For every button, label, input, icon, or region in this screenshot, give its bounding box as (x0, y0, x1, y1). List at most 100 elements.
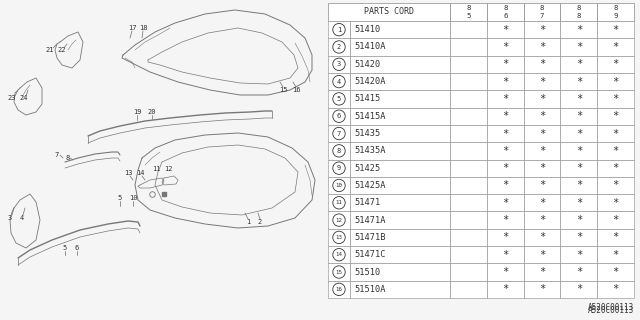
Text: *: * (539, 267, 545, 277)
Text: A520C00113: A520C00113 (588, 306, 634, 315)
Circle shape (333, 145, 345, 157)
Bar (597, 38, 634, 56)
Text: 17: 17 (128, 25, 136, 31)
Text: *: * (575, 42, 582, 52)
Text: *: * (539, 111, 545, 121)
Text: *: * (575, 232, 582, 243)
Bar (328, 281, 350, 298)
Bar (561, 229, 597, 246)
Circle shape (333, 41, 345, 53)
Bar (487, 21, 524, 38)
Text: *: * (575, 284, 582, 294)
Bar (597, 246, 634, 263)
Circle shape (333, 110, 345, 123)
Circle shape (333, 266, 345, 278)
Bar (328, 159, 350, 177)
Text: *: * (539, 59, 545, 69)
Text: *: * (539, 250, 545, 260)
Text: *: * (575, 59, 582, 69)
Bar (450, 90, 487, 108)
Bar (597, 194, 634, 212)
Text: *: * (502, 25, 508, 35)
Bar (561, 263, 597, 281)
Text: 23: 23 (8, 95, 16, 101)
Text: 9: 9 (613, 13, 618, 19)
Text: PARTS CORD: PARTS CORD (364, 7, 414, 17)
Text: 7: 7 (540, 13, 544, 19)
Text: *: * (612, 129, 619, 139)
Bar (597, 125, 634, 142)
Bar (561, 38, 597, 56)
Bar (350, 212, 450, 229)
Text: *: * (575, 180, 582, 190)
Bar (561, 73, 597, 90)
Bar (350, 21, 450, 38)
Bar (350, 142, 450, 159)
Text: 10: 10 (335, 183, 342, 188)
Text: 51471B: 51471B (354, 233, 385, 242)
Text: 11: 11 (335, 200, 342, 205)
Text: *: * (612, 232, 619, 243)
Bar (450, 246, 487, 263)
Text: 51420A: 51420A (354, 77, 385, 86)
Text: *: * (612, 25, 619, 35)
Circle shape (333, 58, 345, 70)
Text: 20: 20 (148, 109, 156, 115)
Bar (350, 38, 450, 56)
Bar (328, 38, 350, 56)
Text: 16: 16 (292, 87, 300, 93)
Bar (597, 90, 634, 108)
Bar (450, 177, 487, 194)
Text: 15: 15 (335, 269, 342, 275)
Text: *: * (539, 129, 545, 139)
Bar (524, 263, 561, 281)
Text: 51510A: 51510A (354, 285, 385, 294)
Text: *: * (539, 146, 545, 156)
Bar (561, 56, 597, 73)
Text: *: * (539, 94, 545, 104)
Text: 2: 2 (258, 219, 262, 225)
Bar (487, 3, 524, 21)
Bar (450, 108, 487, 125)
Text: *: * (612, 180, 619, 190)
Text: 51471A: 51471A (354, 216, 385, 225)
Bar (524, 125, 561, 142)
Bar (350, 159, 450, 177)
Text: *: * (502, 250, 508, 260)
Bar (561, 246, 597, 263)
Text: *: * (612, 42, 619, 52)
Bar (450, 142, 487, 159)
Bar (487, 246, 524, 263)
Text: *: * (612, 111, 619, 121)
Text: *: * (502, 215, 508, 225)
Bar (597, 212, 634, 229)
Text: *: * (539, 25, 545, 35)
Bar (328, 194, 350, 212)
Text: 51471C: 51471C (354, 250, 385, 259)
Bar (487, 90, 524, 108)
Bar (328, 73, 350, 90)
Text: 51435: 51435 (354, 129, 380, 138)
Circle shape (333, 76, 345, 88)
Bar (450, 56, 487, 73)
Bar (328, 246, 350, 263)
Bar (561, 125, 597, 142)
Bar (487, 56, 524, 73)
Bar (524, 108, 561, 125)
Text: *: * (539, 215, 545, 225)
Text: *: * (502, 94, 508, 104)
Text: 16: 16 (335, 287, 342, 292)
Text: 8: 8 (613, 5, 618, 11)
Bar (524, 142, 561, 159)
Bar (487, 194, 524, 212)
Text: 5: 5 (118, 195, 122, 201)
Text: 15: 15 (279, 87, 287, 93)
Bar (487, 229, 524, 246)
Text: *: * (612, 250, 619, 260)
Circle shape (333, 214, 345, 226)
Circle shape (333, 23, 345, 36)
Text: 10: 10 (129, 195, 137, 201)
Text: 5: 5 (466, 13, 470, 19)
Bar (597, 159, 634, 177)
Bar (524, 90, 561, 108)
